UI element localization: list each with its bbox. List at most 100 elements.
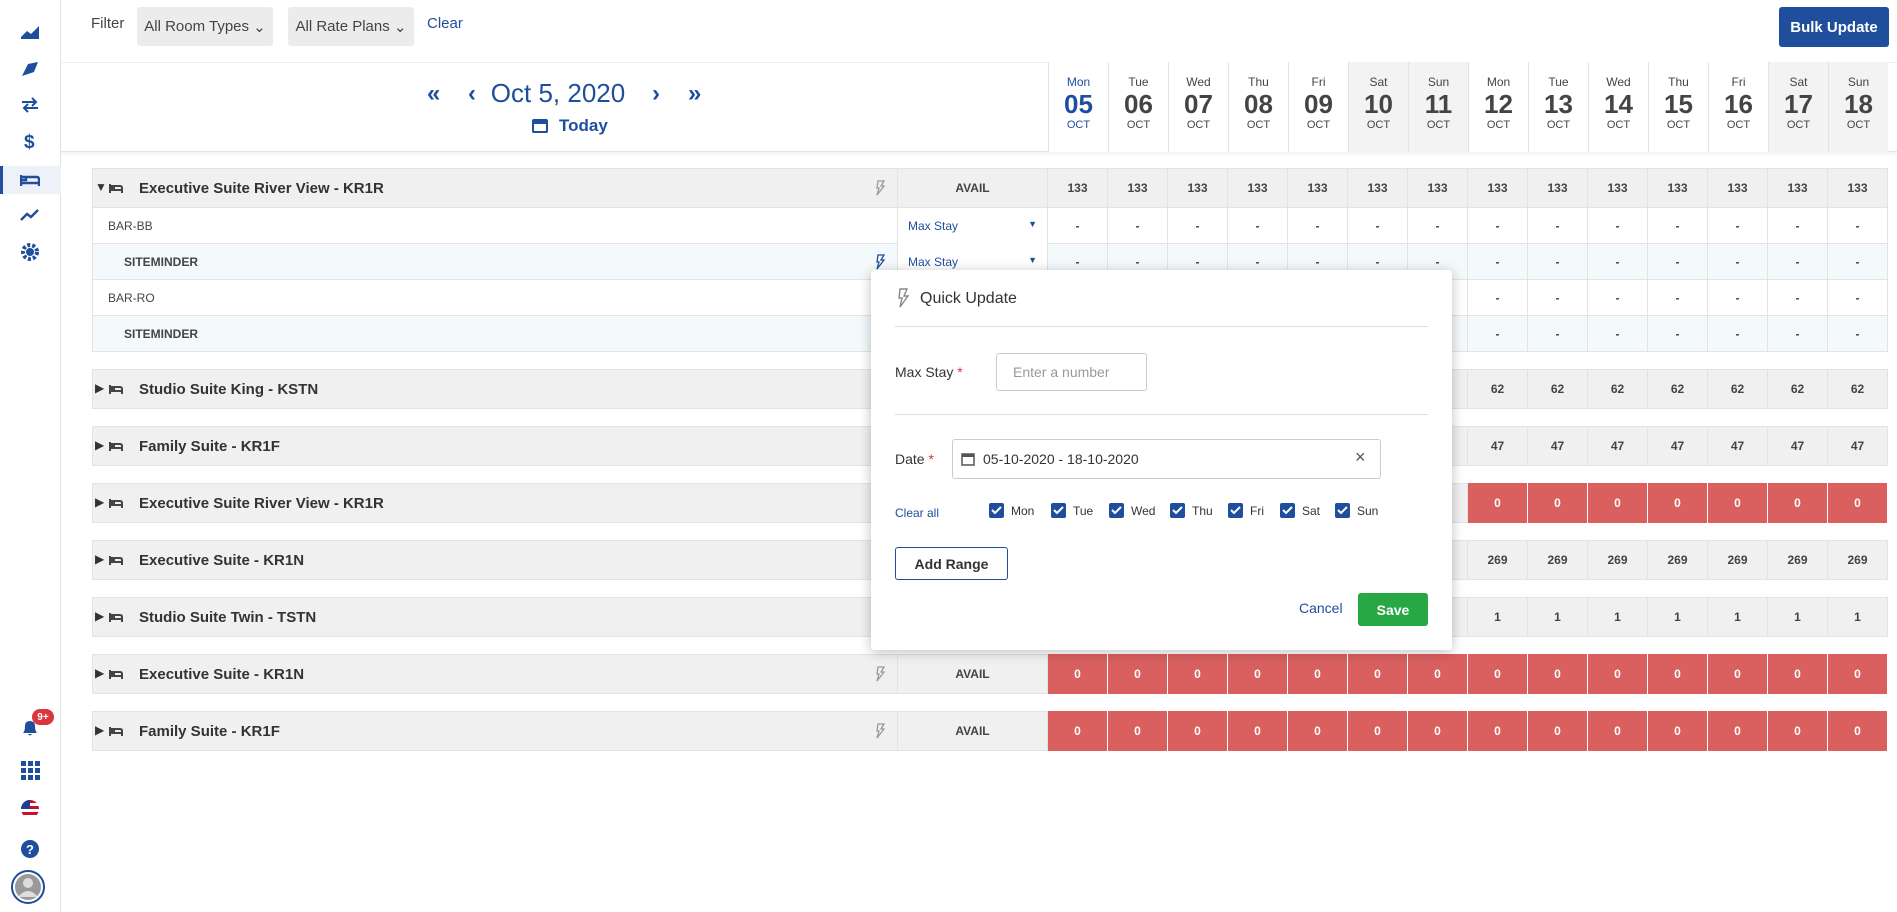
expand-toggle[interactable]: ▶ xyxy=(95,609,105,623)
checkbox-box[interactable] xyxy=(1280,503,1295,518)
cancel-button[interactable]: Cancel xyxy=(1299,600,1343,616)
weekday-checkbox[interactable]: Sun xyxy=(1335,503,1378,518)
day-number: 07 xyxy=(1184,89,1213,119)
expand-toggle[interactable]: ▶ xyxy=(95,552,105,566)
value-cell xyxy=(1408,316,1468,352)
value-cell: 62 xyxy=(1648,369,1708,409)
rate-plan-dropdown[interactable]: All Rate Plans ⌄ xyxy=(288,7,414,46)
weekday-checkbox[interactable]: Mon xyxy=(989,503,1034,518)
clear-date[interactable]: × xyxy=(1355,447,1366,467)
prev-month[interactable]: « xyxy=(427,80,441,107)
clear-all[interactable]: Clear all xyxy=(895,506,940,520)
user-avatar[interactable] xyxy=(10,869,46,905)
clear-filter[interactable]: Clear xyxy=(427,15,463,32)
room-type-text: All Room Types xyxy=(144,18,249,35)
nav-analytics[interactable] xyxy=(20,206,40,224)
weekday-checkbox[interactable]: Thu xyxy=(1170,503,1213,518)
month: OCT xyxy=(1546,119,1571,131)
restriction-selector[interactable]: Max Stay ▼ xyxy=(897,208,1048,244)
checkbox-box[interactable] xyxy=(1051,503,1066,518)
nav-notifications[interactable] xyxy=(20,718,40,738)
value-cell: 133 xyxy=(1528,168,1588,208)
expand-toggle[interactable]: ▶ xyxy=(95,723,105,737)
month: OCT xyxy=(1126,119,1151,131)
nav-help[interactable]: ? xyxy=(20,839,40,859)
nav-inventory[interactable] xyxy=(20,171,40,189)
day-of-week: Wed xyxy=(1606,75,1631,89)
check-mark xyxy=(1111,506,1122,515)
day-column-header: Tue 13 OCT xyxy=(1528,62,1588,152)
bulk-update-button[interactable]: Bulk Update xyxy=(1779,7,1889,47)
today-button[interactable]: Today xyxy=(559,116,608,135)
checkbox-box[interactable] xyxy=(1170,503,1185,518)
day-column-header: Wed 07 OCT xyxy=(1168,62,1228,152)
checkbox-box[interactable] xyxy=(1335,503,1350,518)
required-mark: * xyxy=(957,364,963,380)
nav-marketing[interactable] xyxy=(20,60,40,78)
weekday-checkbox[interactable]: Tue xyxy=(1051,503,1093,518)
day-of-week: Sun xyxy=(1847,75,1870,89)
nav-transfers[interactable] xyxy=(20,96,40,114)
lightning-icon[interactable] xyxy=(875,723,885,739)
checkbox-box[interactable] xyxy=(1109,503,1124,518)
date-range-input[interactable]: 05-10-2020 - 18-10-2020 × xyxy=(952,439,1381,479)
value-cell: 269 xyxy=(1828,540,1888,580)
next-month[interactable]: » xyxy=(688,80,702,107)
value-cell: - xyxy=(1468,280,1528,316)
nav-settings[interactable] xyxy=(20,242,40,262)
value-cell: 0 xyxy=(1408,711,1468,751)
value-cell: 0 xyxy=(1648,654,1708,694)
bed-icon xyxy=(109,184,123,193)
day-of-week: Tue xyxy=(1548,75,1569,89)
lightning-icon[interactable] xyxy=(875,666,885,682)
next-day[interactable]: › xyxy=(652,80,660,107)
expand-toggle[interactable]: ▶ xyxy=(95,381,105,395)
nav-apps[interactable] xyxy=(20,760,40,780)
prev-day[interactable]: ‹ xyxy=(468,80,476,107)
checkbox-box[interactable] xyxy=(1228,503,1243,518)
weekday-checkbox[interactable]: Wed xyxy=(1109,503,1155,518)
nav-rates[interactable]: $ xyxy=(20,132,40,152)
weekday-checkbox[interactable]: Fri xyxy=(1228,503,1264,518)
day-column-header: Tue 06 OCT xyxy=(1108,62,1168,152)
check-mark xyxy=(1337,506,1348,515)
lightning-icon[interactable] xyxy=(875,254,885,270)
nav-dashboard[interactable] xyxy=(20,22,40,40)
weekday-checkbox[interactable]: Sat xyxy=(1280,503,1320,518)
value-cell: - xyxy=(1828,208,1888,244)
value-cell: - xyxy=(1768,208,1828,244)
value-cell: 0 xyxy=(1708,483,1768,523)
expand-toggle[interactable]: ▶ xyxy=(95,495,105,509)
expand-toggle[interactable]: ▶ xyxy=(95,438,105,452)
value-cell: - xyxy=(1228,208,1288,244)
room-type-dropdown[interactable]: All Room Types ⌄ xyxy=(137,7,273,46)
nav-language[interactable] xyxy=(20,799,40,819)
rate-plan-text: All Rate Plans xyxy=(295,18,390,35)
checkbox-box[interactable] xyxy=(989,503,1004,518)
lightning-icon[interactable] xyxy=(875,180,885,196)
value-cell: 0 xyxy=(1408,654,1468,694)
date-label: Date * xyxy=(895,451,934,467)
room-name: Executive Suite - KR1N xyxy=(139,666,305,683)
expand-toggle[interactable]: ▼ xyxy=(95,180,107,194)
check-mark xyxy=(1282,506,1293,515)
value-cell: - xyxy=(1648,244,1708,280)
expand-toggle[interactable]: ▶ xyxy=(95,666,105,680)
nav-active[interactable] xyxy=(0,166,61,194)
rate-plan-name: BAR-BB xyxy=(108,219,153,233)
value-cell: - xyxy=(1528,208,1588,244)
max-stay-input[interactable]: Enter a number xyxy=(996,353,1147,391)
bed-icon xyxy=(109,727,123,736)
svg-text:$: $ xyxy=(24,132,35,152)
value-cell: - xyxy=(1528,244,1588,280)
value-cell: 1 xyxy=(1648,597,1708,637)
day-number: 17 xyxy=(1784,89,1813,119)
value-cell: - xyxy=(1648,280,1708,316)
weekday-label: Fri xyxy=(1250,503,1264,518)
add-range-button[interactable]: Add Range xyxy=(895,547,1008,580)
value-cell: - xyxy=(1588,280,1648,316)
value-cell: 133 xyxy=(1168,168,1228,208)
save-button[interactable]: Save xyxy=(1358,593,1428,626)
day-of-week: Fri xyxy=(1731,75,1746,89)
